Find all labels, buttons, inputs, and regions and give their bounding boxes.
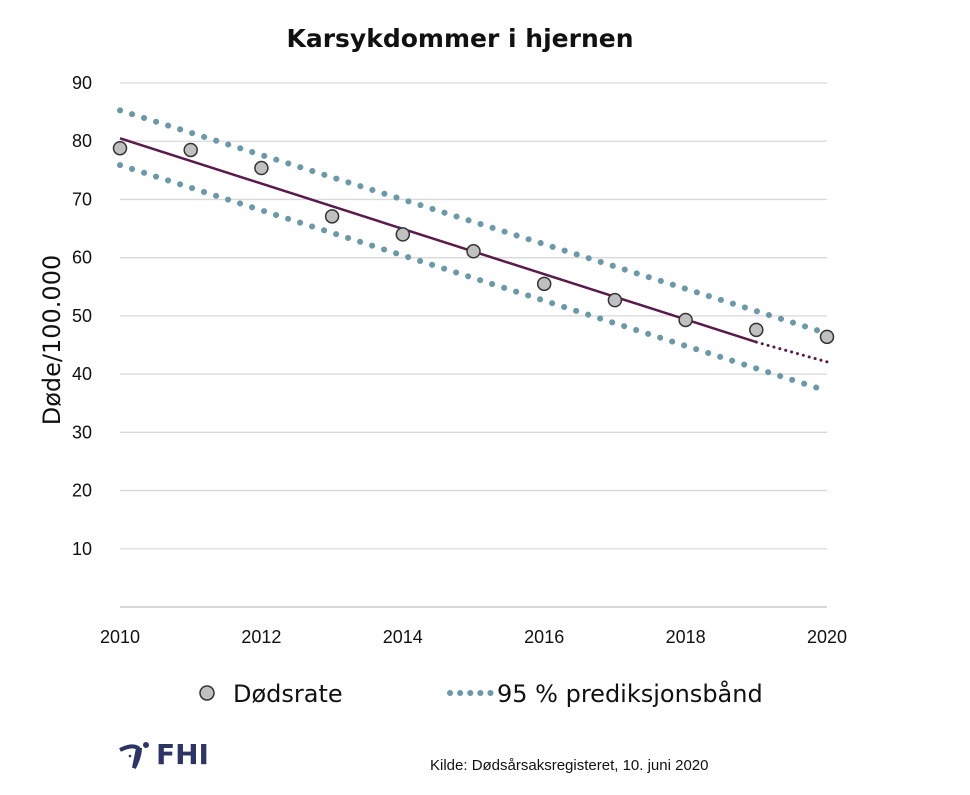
x-tick-label: 2012 (241, 627, 281, 647)
legend-marker-dodsrate (199, 685, 215, 701)
source-note: Kilde: Dødsårsaksregisteret, 10. juni 20… (430, 757, 709, 774)
data-point (112, 140, 128, 156)
data-point (536, 276, 552, 292)
y-tick-label: 40 (72, 364, 92, 384)
x-tick-label: 2010 (100, 627, 140, 647)
trend-forecast-line (754, 340, 829, 364)
y-tick-label: 60 (72, 248, 92, 268)
fhi-logo-icon (119, 741, 149, 769)
y-tick-label: 20 (72, 481, 92, 501)
x-tick-label: 2020 (807, 627, 847, 647)
y-tick-label: 50 (72, 306, 92, 326)
data-point (324, 209, 340, 224)
y-axis-label: Døde/100.000 (38, 255, 66, 426)
data-point (749, 322, 764, 338)
x-tick-label: 2016 (524, 627, 564, 647)
x-tick-label: 2014 (383, 627, 423, 647)
y-tick-label: 90 (72, 73, 92, 93)
band-upper-line (117, 107, 830, 337)
data-point (466, 244, 481, 259)
data-point (395, 227, 411, 242)
fhi-logo: FHI (118, 738, 209, 771)
y-tick-label: 10 (72, 539, 92, 559)
legend-label-band: 95 % prediksjonsbånd (497, 679, 763, 708)
legend: Dødsrate 95 % prediksjonsbånd (199, 679, 763, 708)
data-point (183, 142, 198, 158)
chart-title: Karsykdommer i hjernen (286, 24, 633, 53)
data-point (819, 329, 835, 345)
x-tick-label: 2018 (666, 627, 706, 647)
legend-label-dodsrate: Dødsrate (233, 680, 343, 708)
data-point (607, 292, 623, 308)
data-point (678, 312, 693, 328)
trend-line (119, 137, 757, 344)
y-tick-label: 80 (72, 131, 92, 151)
band-lower-line (117, 162, 830, 394)
data-point (254, 160, 269, 176)
y-tick-label: 30 (72, 422, 92, 442)
fhi-logo-text: FHI (156, 738, 209, 771)
y-tick-label: 70 (72, 189, 92, 209)
